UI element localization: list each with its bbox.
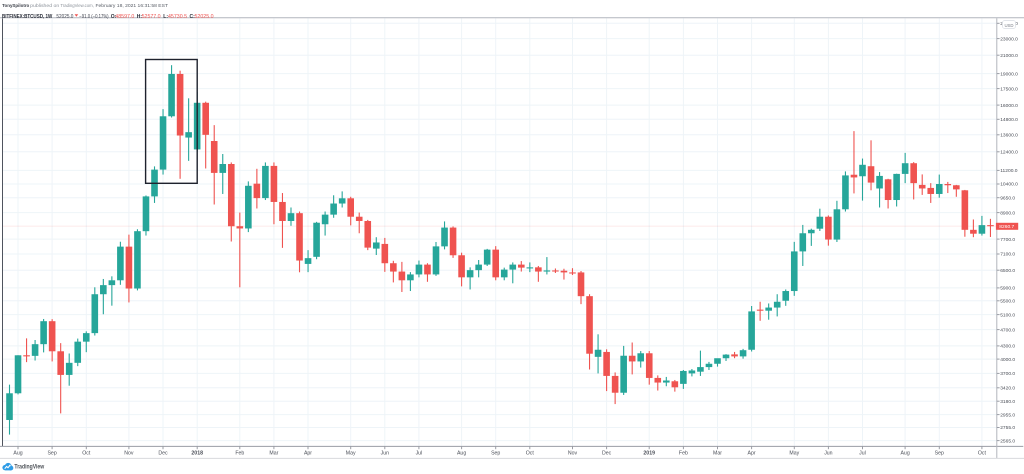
svg-text:Apr: Apr xyxy=(304,450,312,456)
svg-text:3180.0: 3180.0 xyxy=(1000,399,1015,405)
svg-text:2955.0: 2955.0 xyxy=(1000,412,1015,418)
svg-text:Dec: Dec xyxy=(158,450,168,456)
svg-text:21000.0: 21000.0 xyxy=(1000,53,1018,59)
svg-text:Sep: Sep xyxy=(491,450,500,456)
svg-text:2755.0: 2755.0 xyxy=(1000,425,1015,431)
svg-text:14800.0: 14800.0 xyxy=(1000,117,1018,123)
svg-text:11200.0: 11200.0 xyxy=(1000,168,1018,174)
svg-text:Jun: Jun xyxy=(824,450,832,456)
svg-text:19000.0: 19000.0 xyxy=(1000,71,1018,77)
svg-text:Apr: Apr xyxy=(748,450,756,456)
svg-text:5100.0: 5100.0 xyxy=(1000,312,1015,318)
svg-text:13600.0: 13600.0 xyxy=(1000,133,1018,139)
svg-text:TradingView: TradingView xyxy=(14,463,44,470)
svg-text:7700.0: 7700.0 xyxy=(1000,237,1015,243)
svg-text:4000.0: 4000.0 xyxy=(1000,357,1015,363)
svg-text:Mar: Mar xyxy=(713,450,722,456)
svg-text:5500.0: 5500.0 xyxy=(1000,299,1015,305)
svg-text:8900.0: 8900.0 xyxy=(1000,210,1015,216)
svg-text:2018: 2018 xyxy=(191,450,203,456)
svg-text:4300.0: 4300.0 xyxy=(1000,344,1015,350)
svg-text:10400.0: 10400.0 xyxy=(1000,182,1018,188)
svg-text:3700.0: 3700.0 xyxy=(1000,371,1015,377)
svg-text:May: May xyxy=(346,450,356,456)
svg-text:9650.0: 9650.0 xyxy=(1000,195,1015,201)
svg-text:Oct: Oct xyxy=(526,450,535,456)
svg-text:Nov: Nov xyxy=(124,450,134,456)
svg-text:Aug: Aug xyxy=(900,450,909,456)
svg-text:Feb: Feb xyxy=(679,450,688,456)
svg-text:TonySpilotropublished onTradin: TonySpilotropublished onTradingView.com,… xyxy=(2,3,168,8)
svg-text:23000.0: 23000.0 xyxy=(1000,36,1018,42)
svg-text:Jun: Jun xyxy=(381,450,389,456)
svg-text:17500.0: 17500.0 xyxy=(1000,86,1018,92)
svg-text:6500.0: 6500.0 xyxy=(1000,268,1015,274)
svg-text:Dec: Dec xyxy=(602,450,612,456)
svg-text:Aug: Aug xyxy=(13,450,22,456)
svg-text:USD: USD xyxy=(1004,23,1013,28)
svg-text:May: May xyxy=(789,450,799,456)
svg-text:2019: 2019 xyxy=(643,450,655,456)
svg-text:3420.0: 3420.0 xyxy=(1000,386,1015,392)
svg-text:Oct: Oct xyxy=(978,450,987,456)
svg-text:Mar: Mar xyxy=(269,450,278,456)
svg-text:4700.0: 4700.0 xyxy=(1000,327,1015,333)
svg-text:16000.0: 16000.0 xyxy=(1000,103,1018,109)
svg-text:5900.0: 5900.0 xyxy=(1000,286,1015,292)
svg-text:Nov: Nov xyxy=(568,450,578,456)
svg-text:Jul: Jul xyxy=(416,450,423,456)
svg-text:Jul: Jul xyxy=(859,450,866,456)
svg-text:Sep: Sep xyxy=(935,450,944,456)
svg-text:12400.0: 12400.0 xyxy=(1000,150,1018,156)
svg-text:Sep: Sep xyxy=(47,450,56,456)
svg-text:Aug: Aug xyxy=(457,450,466,456)
svg-text:8260.7: 8260.7 xyxy=(999,224,1014,230)
svg-text:Oct: Oct xyxy=(82,450,91,456)
svg-text:2565.0: 2565.0 xyxy=(1000,438,1015,444)
svg-text:Feb: Feb xyxy=(235,450,244,456)
svg-text:7100.0: 7100.0 xyxy=(1000,252,1015,258)
